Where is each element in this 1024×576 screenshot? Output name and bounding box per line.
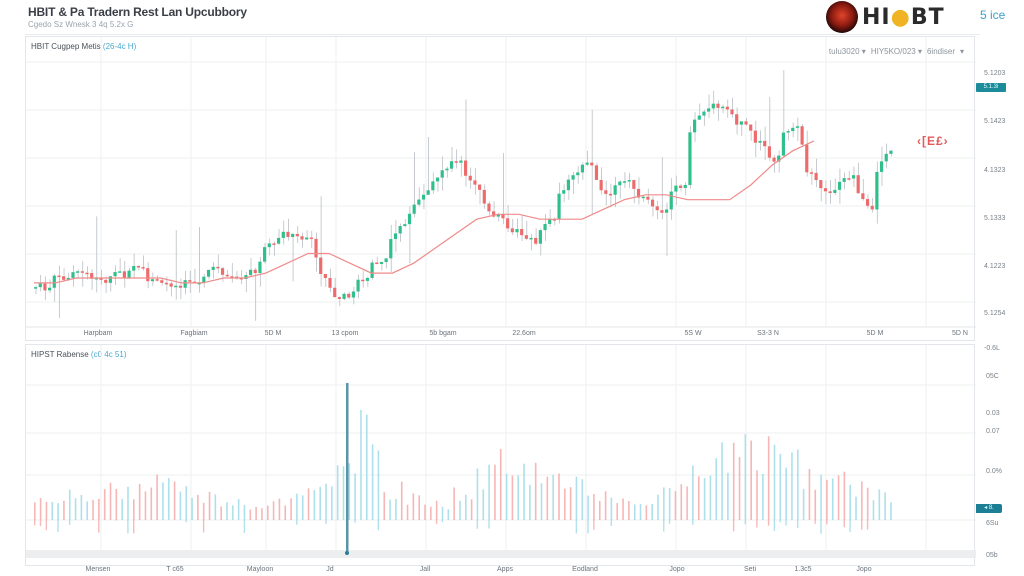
brand-prefix: HI	[862, 4, 891, 30]
price-x-tick: 5D M	[264, 330, 282, 337]
volume-axis-tick: -0.6L	[984, 345, 1000, 352]
volume-axis-tick: 0.07	[986, 428, 1000, 435]
price-x-tick: 22.6om	[512, 330, 536, 337]
page-title: HBIT & Pa Tradern Rest Lan Upcubbory	[28, 5, 247, 19]
price-x-tick: 5b bgam	[429, 330, 457, 337]
volume-axis-tick: 05b	[986, 552, 998, 559]
volume-x-tick: Mayloon	[246, 566, 274, 573]
price-chart-title-text: HBIT Cugpep Metis	[31, 42, 101, 51]
brand-wordmark: HI●BT	[862, 5, 945, 30]
volume-x-tick: Eodland	[572, 566, 598, 573]
brand-logo-group[interactable]: HI●BT	[826, 0, 945, 34]
volume-x-tick: Jopo	[856, 566, 872, 573]
chevron-down-icon[interactable]: ▾	[959, 47, 964, 56]
volume-x-tick: T c65	[166, 566, 184, 573]
price-chart-panel[interactable]: HBIT Cugpep Metis (26-4c H) tulu3020 ▾ H…	[25, 36, 976, 342]
price-axis-tick: 5.1333	[984, 215, 1006, 222]
volume-axis-tick: 6Su	[986, 520, 999, 527]
price-x-tick: 5S W	[684, 330, 702, 337]
volume-axis-tick: 0.0%	[986, 468, 1002, 475]
price-axis-tick: 4.1323	[984, 167, 1006, 174]
volume-chart-title-accent: (c0 4c 51)	[90, 350, 127, 359]
price-axis-tick: 5.1203	[984, 70, 1006, 77]
price-x-tick: 5D N	[952, 330, 968, 337]
volume-axis-tick: 05C	[986, 373, 999, 380]
volume-x-tick: Jd	[326, 566, 334, 573]
price-x-tick: 13 cpom	[331, 330, 359, 337]
price-annotation: ‹[E£›	[917, 134, 949, 148]
volume-chart-title: HIPST Rabense (c0 4c 51)	[31, 350, 126, 359]
volume-x-tick: 1.3c5	[794, 566, 812, 573]
price-axis-tick: 5.1254	[984, 310, 1006, 317]
volume-chart-panel[interactable]: HIPST Rabense (c0 4c 51)	[25, 344, 976, 567]
volume-chart-title-text: HIPST Rabense	[31, 350, 89, 359]
brand-suffix: BT	[910, 4, 945, 30]
current-volume-tag: ◂ 8.	[976, 504, 1002, 513]
brand-emblem-icon	[826, 1, 858, 33]
volume-x-tick: Mensen	[85, 566, 111, 573]
volume-x-tick: Jall	[419, 566, 431, 573]
volume-x-tick: Jopo	[669, 566, 685, 573]
header-divider	[25, 34, 980, 35]
volume-bar-plot[interactable]	[26, 345, 976, 567]
pair-dropdown[interactable]: HIY5KO/023 ▾	[870, 47, 922, 56]
price-axis-tick: 4.1223	[984, 263, 1006, 270]
chart-toolbar: tulu3020 ▾ HIY5KO/023 ▾ 6indiser ▾	[829, 47, 964, 56]
indicator-dropdown[interactable]: 6indiser	[926, 47, 955, 56]
volume-axis-tick: 0.03	[986, 410, 1000, 417]
price-chart-title-accent: (26-4c H)	[102, 42, 137, 51]
price-x-tick: Fagbiam	[180, 330, 208, 337]
price-x-tick: 5D M	[866, 330, 884, 337]
top-link[interactable]: 5 ice	[980, 8, 1006, 22]
volume-x-tick: Apps	[497, 566, 513, 573]
brand-dot: ●	[890, 4, 911, 30]
candlestick-plot[interactable]	[26, 37, 976, 342]
price-x-tick: Harpbam	[83, 330, 113, 337]
price-axis-tick: 5.1423	[984, 118, 1006, 125]
price-x-tick: S3-3 N	[757, 330, 779, 337]
volume-x-tick: Seti	[743, 566, 757, 573]
interval-dropdown[interactable]: tulu3020 ▾	[828, 47, 866, 56]
page-subtitle: Cgedo Sz Wnesk 3 4q 5.2x G	[28, 20, 134, 29]
current-price-tag: 5.1.3i	[976, 83, 1006, 92]
price-chart-title: HBIT Cugpep Metis (26-4c H)	[31, 42, 136, 51]
